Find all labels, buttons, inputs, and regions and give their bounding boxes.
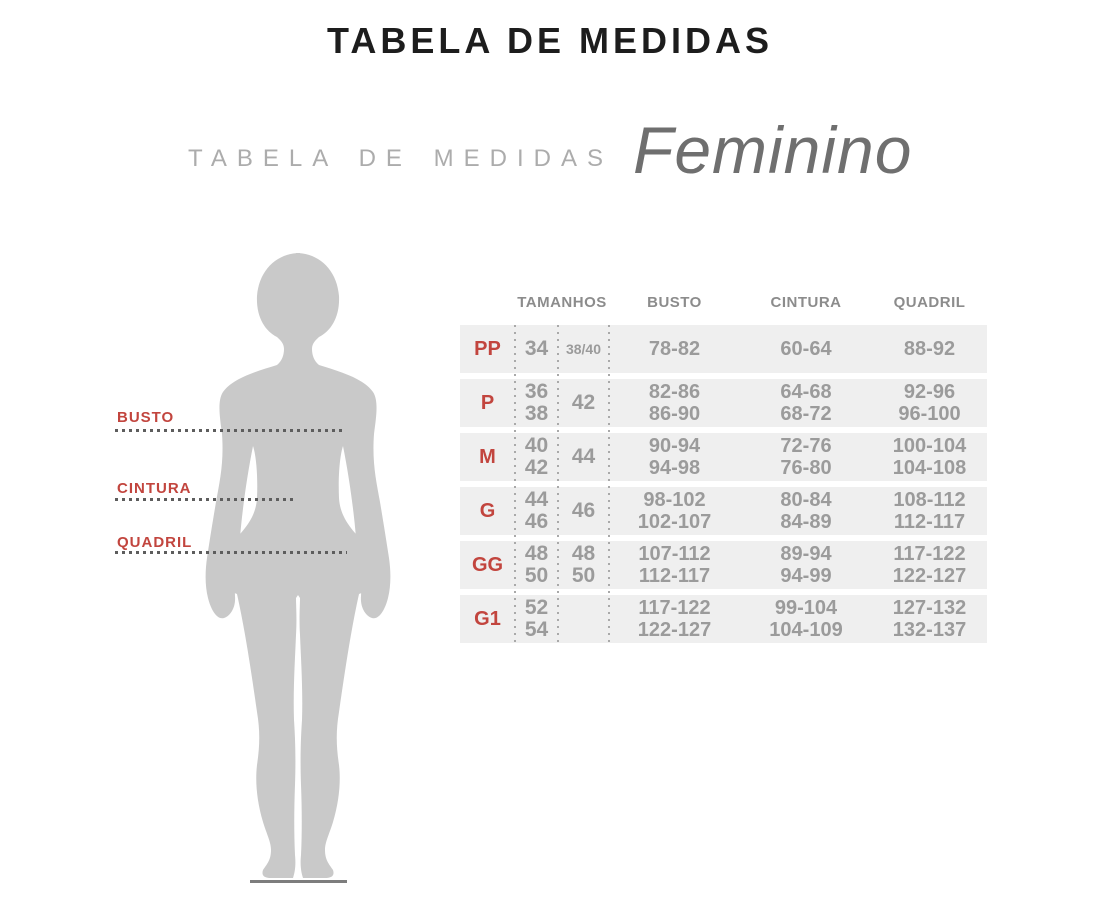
hip-value: 108-112 112-117 [893,489,966,533]
size-number-b: 44 [571,445,596,468]
size-number-a: 36 38 [524,380,549,425]
size-number-b: 48 50 [571,542,596,587]
column-separator-dotted [514,325,516,646]
page-title: TABELA DE MEDIDAS [327,20,773,61]
size-label: GG [471,554,504,576]
hip-value: 127-132 132-137 [892,597,967,641]
waist-value: 72-76 76-80 [780,435,832,479]
size-label: PP [474,338,501,360]
busto-label: BUSTO [117,409,175,426]
bust-value: 78-82 [648,338,701,360]
female-silhouette-graphic [205,253,391,883]
hip-value: 92-96 96-100 [898,381,961,425]
header-tamanhos: TAMANHOS [517,294,607,311]
size-number-b [558,595,609,643]
table-row: G1 52 54 117-122 122-127 99-104 104-109 … [460,595,987,643]
table-row: P 36 38 42 82-86 86-90 64-68 68-72 92-96… [460,379,987,427]
size-label: M [479,446,496,468]
size-label: P [480,392,495,414]
size-number-a: 34 [524,337,549,360]
size-label: G1 [474,608,501,630]
table-header-row: TAMANHOS BUSTO CINTURA QUADRIL [460,294,987,314]
table-row: GG 48 50 48 50 107-112 112-117 89-94 94-… [460,541,987,589]
waist-value: 80-84 84-89 [780,489,832,533]
header-cintura: CINTURA [770,294,842,311]
bust-value: 107-112 112-117 [638,543,711,587]
quadril-dotted-line [115,551,347,554]
hip-value: 88-92 [903,338,956,360]
subtitle-category: Feminino [633,113,913,187]
subtitle-row: TABELA DE MEDIDAS Feminino [0,112,1116,202]
column-separator-dotted [608,325,610,646]
waist-value: 99-104 104-109 [769,597,843,641]
hip-value: 117-122 122-127 [892,543,967,587]
quadril-label: QUADRIL [117,534,193,551]
size-number-b: 38/40 [565,341,602,357]
cintura-dotted-line [115,498,295,501]
size-number-b: 42 [571,391,596,414]
size-number-a: 52 54 [524,596,549,641]
busto-dotted-line [115,429,346,432]
size-number-b: 46 [571,499,596,522]
female-silhouette-figure [173,250,423,890]
table-row: PP 34 38/40 78-82 60-64 88-92 [460,325,987,373]
size-number-a: 44 46 [524,488,549,533]
table-row: M 40 42 44 90-94 94-98 72-76 76-80 100-1… [460,433,987,481]
floor-line [250,880,347,883]
bust-value: 82-86 86-90 [648,381,701,425]
column-separator-dotted [557,325,559,646]
size-label: G [479,500,496,522]
waist-value: 89-94 94-99 [780,543,832,587]
size-number-a: 40 42 [524,434,549,479]
cintura-label: CINTURA [117,480,192,497]
size-number-a: 48 50 [524,542,549,587]
bust-value: 117-122 122-127 [637,597,712,641]
waist-value: 64-68 68-72 [780,381,832,425]
bust-value: 90-94 94-98 [648,435,701,479]
header-quadril: QUADRIL [893,294,966,311]
bust-value: 98-102 102-107 [637,489,712,533]
header-busto: BUSTO [647,294,702,311]
table-row: G 44 46 46 98-102 102-107 80-84 84-89 10… [460,487,987,535]
hip-value: 100-104 104-108 [892,435,967,479]
waist-value: 60-64 [780,338,832,360]
subtitle-label: TABELA DE MEDIDAS [188,145,613,172]
